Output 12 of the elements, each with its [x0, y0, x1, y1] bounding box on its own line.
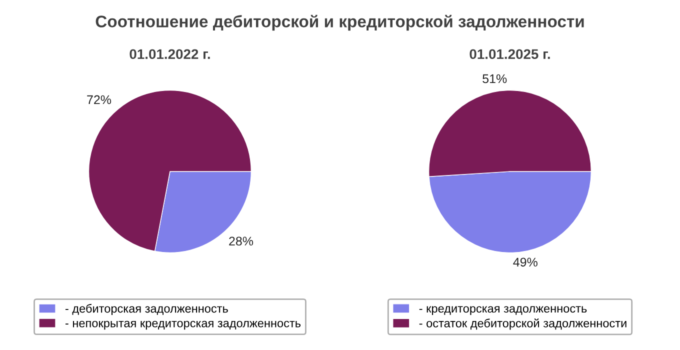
chart-title: 01.01.2022 г. — [130, 49, 210, 60]
chart-title: 01.01.2025 г. — [470, 49, 550, 60]
data-label: 49% — [513, 258, 538, 267]
data-label: 51% — [482, 74, 507, 84]
legend-label: - кредиторская задолженность — [419, 306, 587, 315]
legend-label: - остаток дебиторской задолженности — [419, 318, 626, 330]
text: Соотношение дебиторской и кредиторской задолженности — [96, 14, 584, 31]
data-label: 28% — [229, 236, 254, 246]
legend-label: - непокрытая кредиторская задолженность — [65, 320, 301, 330]
data-label: 72% — [87, 95, 112, 104]
pie-slice — [88, 90, 252, 252]
legend-label: - дебиторская задолженность — [65, 304, 228, 316]
